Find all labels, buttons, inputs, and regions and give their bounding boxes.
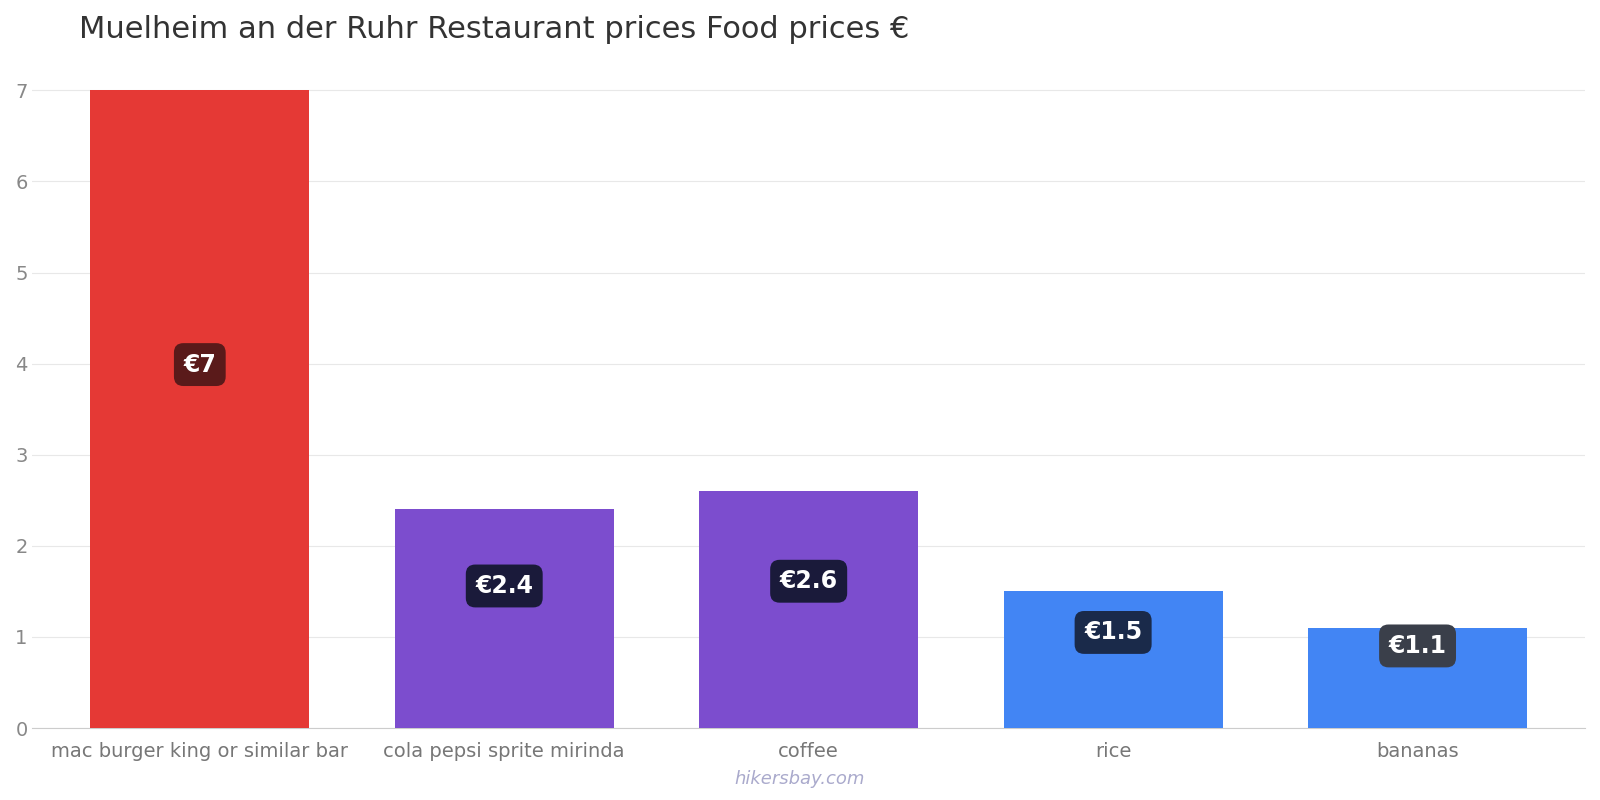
Text: €1.5: €1.5 — [1085, 621, 1142, 645]
Bar — [699, 491, 918, 728]
Text: Muelheim an der Ruhr Restaurant prices Food prices €: Muelheim an der Ruhr Restaurant prices F… — [78, 15, 909, 44]
Text: €2.4: €2.4 — [475, 574, 533, 598]
Text: hikersbay.com: hikersbay.com — [734, 770, 866, 788]
Text: €7: €7 — [184, 353, 216, 377]
Bar — [1307, 628, 1526, 728]
Bar — [395, 510, 614, 728]
Bar — [1003, 591, 1222, 728]
Bar — [90, 90, 309, 728]
Text: €2.6: €2.6 — [779, 570, 838, 594]
Text: €1.1: €1.1 — [1389, 634, 1446, 658]
